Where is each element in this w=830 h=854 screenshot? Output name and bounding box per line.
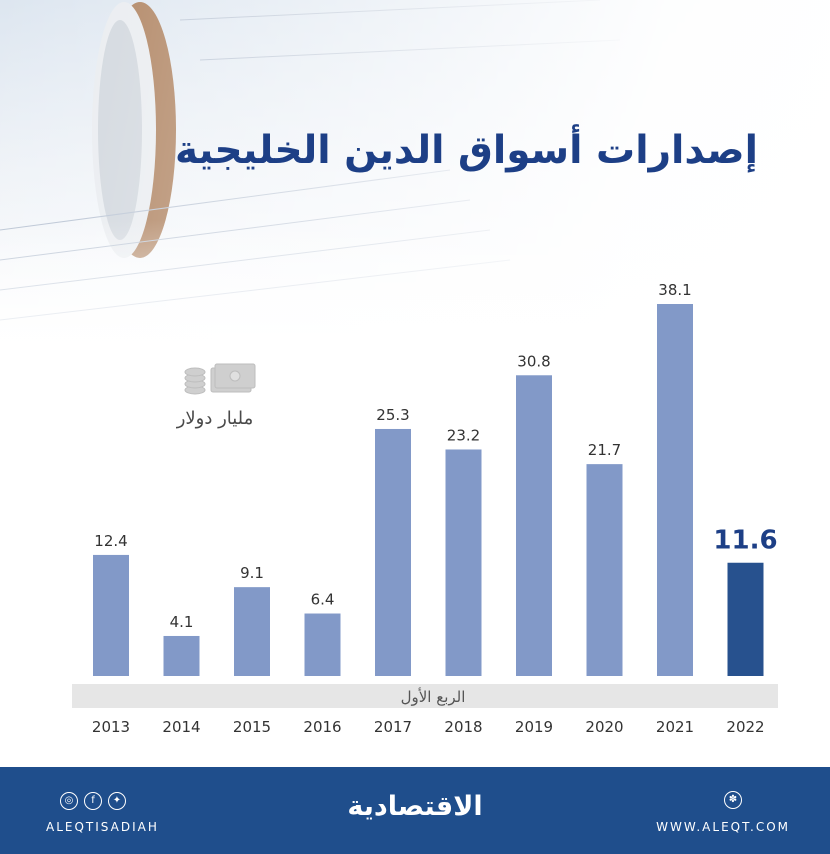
value-label-2019: 30.8: [517, 352, 550, 370]
value-label-2018: 23.2: [447, 426, 480, 444]
background-photo: [0, 0, 830, 360]
bar-2013: [93, 554, 129, 676]
brand-logo: الاقتصادية: [347, 791, 483, 822]
instagram-icon[interactable]: ◎: [60, 792, 78, 810]
value-label-2013: 12.4: [94, 532, 127, 550]
footer-bar: ◎ f ✦ ALEQTISADIAH الاقتصادية ✽ WWW.ALEQ…: [0, 767, 830, 854]
value-label-2016: 6.4: [311, 591, 335, 609]
x-tick-2013: 2013: [92, 718, 130, 736]
website-link[interactable]: WWW.ALEQT.COM: [656, 820, 790, 834]
bar-2018: [445, 449, 482, 676]
page-title: إصدارات أسواق الدين الخليجية: [174, 128, 758, 173]
x-tick-2017: 2017: [374, 718, 412, 736]
x-tick-2016: 2016: [303, 718, 341, 736]
social-links: ◎ f ✦: [60, 792, 126, 810]
x-tick-2019: 2019: [515, 718, 553, 736]
value-label-2022: 11.6: [713, 526, 777, 556]
x-tick-2022: 2022: [726, 718, 764, 736]
quarter-band: [72, 684, 778, 708]
bar-2021: [657, 304, 693, 676]
bar-2014: [163, 635, 200, 676]
twitter-icon[interactable]: ✦: [108, 792, 126, 810]
value-label-2020: 21.7: [588, 441, 621, 459]
x-tick-2015: 2015: [233, 718, 271, 736]
globe-icon: ✽: [724, 791, 742, 809]
bar-2016: [304, 613, 341, 676]
bar-chart: الربع الأول 12.4 2013 4.1 2014 9.1 2015 6.4 2016…: [72, 281, 778, 736]
value-label-2021: 38.1: [658, 281, 691, 299]
x-tick-2020: 2020: [585, 718, 623, 736]
quarter-label: الربع الأول: [401, 687, 466, 706]
x-tick-2018: 2018: [444, 718, 482, 736]
bar-2020: [586, 464, 623, 676]
money-stack-icon: [184, 363, 256, 395]
social-handle[interactable]: ALEQTISADIAH: [46, 820, 159, 834]
value-label-2014: 4.1: [170, 613, 194, 631]
bar-2019: [516, 375, 552, 676]
value-label-2015: 9.1: [240, 564, 264, 582]
value-label-2017: 25.3: [376, 406, 409, 424]
x-tick-2014: 2014: [162, 718, 200, 736]
facebook-icon[interactable]: f: [84, 792, 102, 810]
unit-block: مليار دولار: [160, 360, 270, 429]
bar-2015: [234, 587, 270, 676]
bar-2017: [375, 428, 411, 676]
bar-2022: [727, 562, 764, 676]
unit-label: مليار دولار: [176, 408, 254, 429]
x-tick-2021: 2021: [656, 718, 694, 736]
